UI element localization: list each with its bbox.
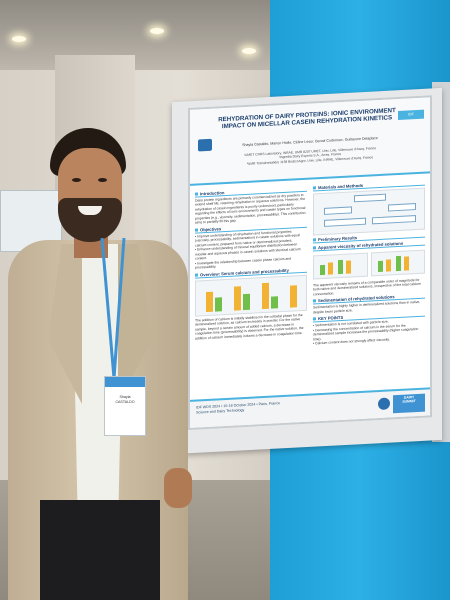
viscosity-chart bbox=[313, 252, 368, 280]
section-text: • Improve understanding of rehydration a… bbox=[195, 229, 301, 270]
chart-bar bbox=[403, 256, 409, 271]
section-text: The addition of calcium is initially sta… bbox=[195, 312, 304, 341]
viscosity-charts bbox=[313, 248, 425, 282]
diagram-box bbox=[354, 193, 386, 203]
footer-text: IDF WDS 2024 • 15-18 October 2024 • Pari… bbox=[196, 401, 281, 415]
presenter: Shayla CASTALDO bbox=[0, 0, 200, 600]
chart-bar bbox=[346, 260, 351, 274]
poster-header: IDF REHYDRATION OF DAIRY PROTEINS: IONIC… bbox=[190, 97, 430, 186]
section-text: Dairy protein ingredients are primarily … bbox=[195, 192, 306, 226]
chart-bar bbox=[215, 296, 222, 312]
poster-title: REHYDRATION OF DAIRY PROTEINS: IONIC ENV… bbox=[218, 107, 396, 131]
eye bbox=[98, 178, 107, 182]
diagram-box bbox=[324, 206, 352, 215]
ceiling-light bbox=[150, 28, 164, 34]
chart-bar bbox=[290, 285, 297, 308]
chart-bar bbox=[243, 293, 250, 310]
chart-bar bbox=[395, 255, 401, 272]
methods-diagram bbox=[313, 187, 425, 236]
chart-bar bbox=[385, 259, 391, 272]
ceiling-light bbox=[12, 36, 26, 42]
pants bbox=[40, 500, 160, 600]
hand bbox=[164, 468, 192, 508]
chart-bar bbox=[206, 291, 213, 312]
badge-header bbox=[105, 377, 145, 387]
chart-bar bbox=[377, 260, 383, 273]
chart-bar bbox=[262, 282, 269, 309]
diagram-box bbox=[388, 203, 416, 212]
dairy-summit-logo: DAIRY SUMMIT bbox=[393, 393, 425, 414]
scientific-poster: IDF REHYDRATION OF DAIRY PROTEINS: IONIC… bbox=[188, 95, 432, 431]
eye bbox=[72, 178, 81, 182]
lanyard bbox=[100, 238, 126, 379]
bar-chart-figure bbox=[195, 274, 307, 317]
poster-left-column: Introduction Dairy protein ingredients a… bbox=[195, 184, 307, 343]
badge-name: Shayla CASTALDO bbox=[115, 395, 135, 405]
poster-right-column: Materials and Methods Preliminary Result… bbox=[313, 178, 425, 349]
name-badge: Shayla CASTALDO bbox=[104, 376, 146, 436]
ceiling-light bbox=[242, 48, 256, 54]
viscosity-chart bbox=[370, 249, 425, 277]
globe-logo-icon bbox=[378, 397, 390, 411]
poster-tag: IDF bbox=[398, 109, 424, 120]
diagram-box bbox=[324, 217, 366, 227]
chart-bar bbox=[234, 286, 241, 311]
smile bbox=[78, 206, 102, 215]
diagram-box bbox=[372, 215, 416, 225]
section-text: • Sedimentation is not correlated with p… bbox=[313, 319, 419, 346]
chart-bar bbox=[271, 296, 278, 309]
chart-bar bbox=[328, 262, 333, 275]
beard bbox=[58, 198, 122, 242]
chart-bar bbox=[338, 259, 343, 275]
chart-bar bbox=[320, 264, 325, 276]
